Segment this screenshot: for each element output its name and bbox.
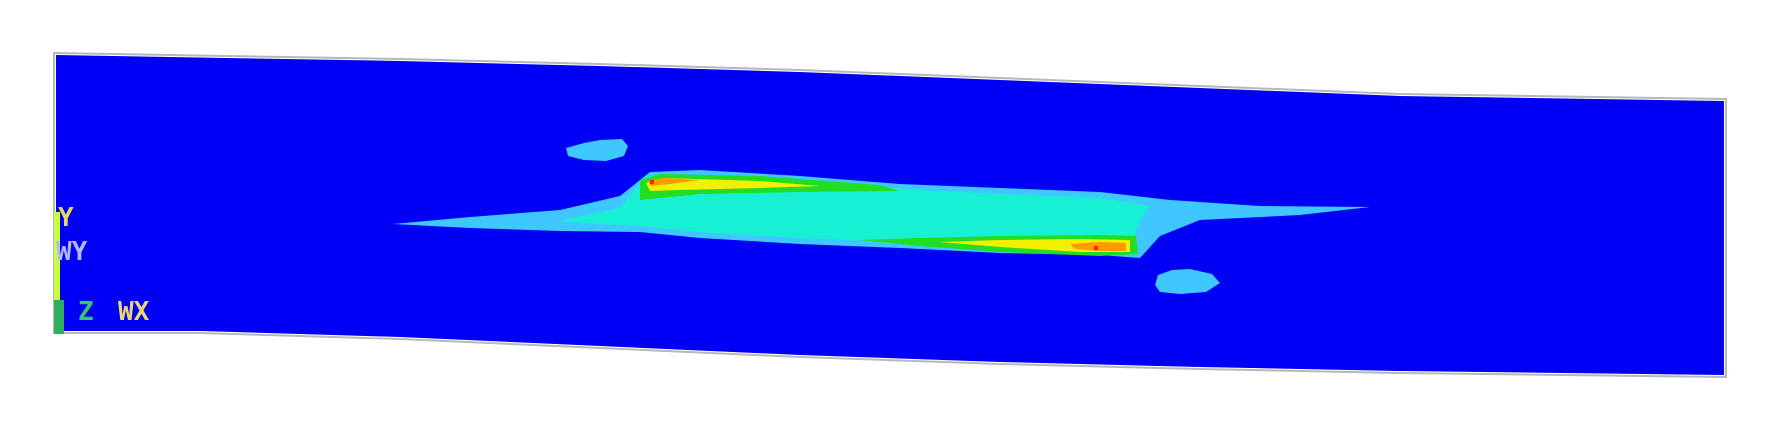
triad-axis-bar [54, 212, 60, 334]
contour-blob-lower [1155, 269, 1220, 294]
triad-axis-tip [54, 300, 64, 334]
contour-band-orange-upper [648, 178, 700, 186]
mesh-outline [53, 51, 1727, 379]
coordinate-triad: Y WY Z WX [54, 203, 150, 334]
triad-z-label: Z [78, 297, 94, 327]
contour-band-cyan [560, 176, 1150, 248]
contour-blob-upper [566, 139, 628, 161]
triad-y-label: Y [58, 203, 74, 233]
contour-hotspot-lower [1094, 246, 1098, 250]
triad-wy-label: WY [56, 237, 88, 267]
triad-wx-label: WX [118, 297, 150, 327]
contour-hotspot-upper [650, 180, 654, 184]
